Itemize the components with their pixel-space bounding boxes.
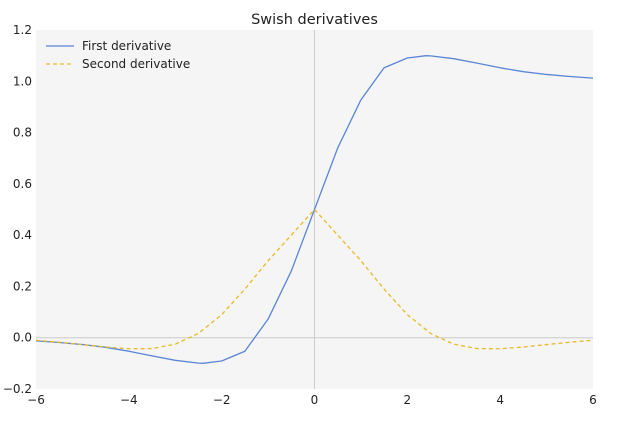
y-tick-label: 0.8 bbox=[13, 126, 32, 140]
chart-title: Swish derivatives bbox=[251, 12, 378, 28]
legend-label-first-derivative: First derivative bbox=[82, 39, 171, 53]
y-tick-labels: −0.2 0.0 0.2 0.4 0.6 0.8 1.0 1.2 bbox=[3, 23, 32, 396]
series-layer bbox=[35, 55, 594, 364]
x-tick-label: 4 bbox=[496, 393, 504, 407]
legend-label-second-derivative: Second derivative bbox=[82, 57, 190, 71]
legend: First derivative Second derivative bbox=[41, 35, 201, 77]
y-tick-label: 1.2 bbox=[13, 23, 32, 37]
x-tick-labels: −6 −4 −2 0 2 4 6 bbox=[27, 393, 597, 407]
series-line-second-derivative bbox=[35, 208, 594, 350]
series-line-first-derivative bbox=[35, 55, 594, 364]
x-tick-label: −2 bbox=[213, 393, 231, 407]
x-tick-label: 0 bbox=[311, 393, 319, 407]
y-tick-label: 0.2 bbox=[13, 279, 32, 293]
x-tick-label: −4 bbox=[120, 393, 138, 407]
y-tick-label: 0.0 bbox=[13, 331, 32, 345]
x-tick-label: 2 bbox=[404, 393, 412, 407]
y-tick-label: 0.4 bbox=[13, 228, 32, 242]
y-tick-label: −0.2 bbox=[3, 382, 32, 396]
y-tick-label: 0.6 bbox=[13, 177, 32, 191]
y-tick-label: 1.0 bbox=[13, 74, 32, 88]
x-tick-label: 6 bbox=[589, 393, 597, 407]
x-tick-label: −6 bbox=[27, 393, 45, 407]
legend-box bbox=[41, 35, 201, 77]
